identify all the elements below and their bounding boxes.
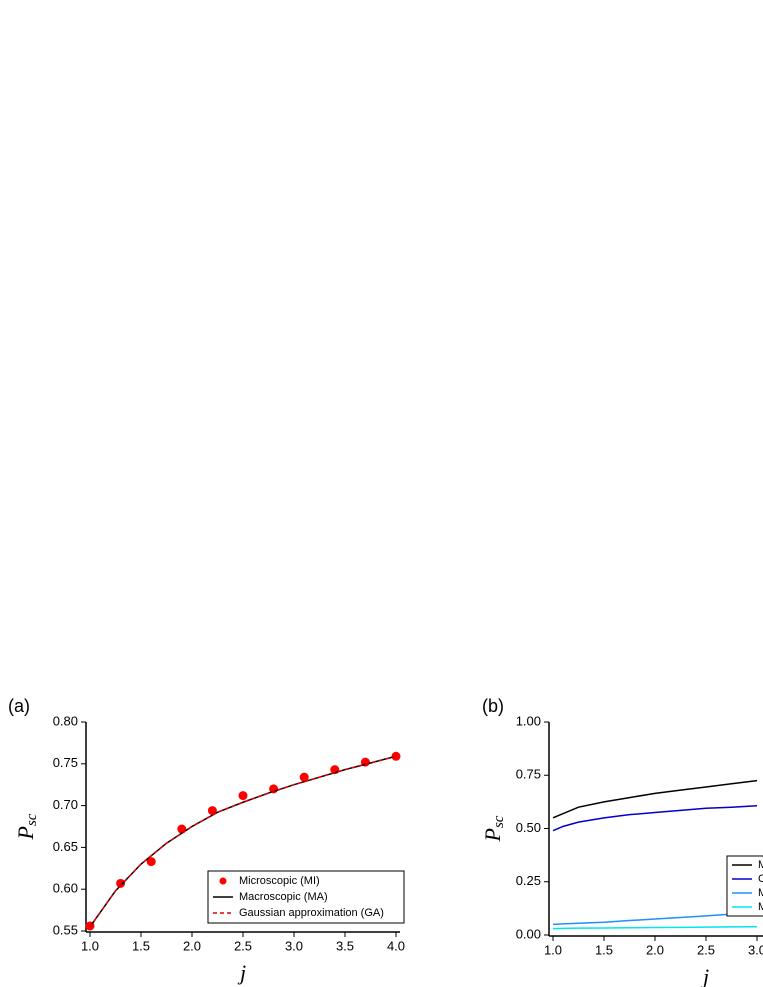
data-line — [552, 779, 758, 819]
x-tick-label: 1.0 — [81, 938, 99, 953]
x-tick-label: 4.0 — [387, 938, 405, 953]
y-axis-label-sub: sc — [24, 813, 40, 826]
x-tick-label: 1.5 — [132, 938, 150, 953]
x-tick-label: 1.0 — [544, 942, 562, 957]
y-axis-label: Psc — [480, 815, 507, 842]
data-point — [146, 857, 156, 867]
panel-label: (a) — [8, 696, 30, 716]
y-axis-label: Psc — [13, 813, 40, 840]
x-tick-label: 3.0 — [748, 942, 763, 957]
x-tick-label: 2.0 — [183, 938, 201, 953]
data-line — [89, 755, 397, 928]
x-tick-label: 2.5 — [234, 938, 252, 953]
x-tick-label: 2.0 — [646, 942, 664, 957]
legend-label: C — [758, 873, 763, 885]
x-tick-label: 2.5 — [697, 942, 715, 957]
y-tick-label: 0.80 — [53, 713, 78, 728]
data-line — [552, 804, 758, 832]
y-tick-label: 0.75 — [53, 755, 78, 770]
legend-label: Microscopic (MI) — [239, 875, 320, 887]
x-tick-label: 3.5 — [336, 938, 354, 953]
x-axis-label: j — [237, 960, 246, 985]
y-tick-label: 0.00 — [516, 926, 541, 941]
y-tick-label: 0.65 — [53, 839, 78, 854]
legend-label: M — [758, 887, 763, 899]
legend-label: Gaussian approximation (GA) — [239, 907, 384, 919]
x-tick-label: 1.5 — [595, 942, 613, 957]
y-tick-label: 0.55 — [53, 922, 78, 937]
y-axis-label-base: P — [13, 826, 38, 840]
legend-box — [207, 870, 405, 924]
data-point — [116, 878, 126, 888]
data-point — [299, 772, 309, 782]
legend-marker — [219, 877, 227, 885]
data-point — [177, 824, 187, 834]
data-line — [552, 925, 758, 930]
legend-label: Macroscopic (MA) — [239, 891, 328, 903]
y-tick-label: 0.25 — [516, 873, 541, 888]
y-axis-label-sub: sc — [491, 815, 507, 828]
data-line — [552, 911, 758, 926]
panel-label: (b) — [482, 696, 504, 716]
data-point — [207, 806, 217, 816]
legend-label: M — [758, 859, 763, 871]
y-axis-label-base: P — [480, 828, 505, 842]
legend-label: M — [758, 901, 763, 913]
y-tick-label: 0.70 — [53, 797, 78, 812]
x-tick-label: 3.0 — [285, 938, 303, 953]
x-axis-label: j — [700, 964, 709, 987]
y-tick-label: 0.60 — [53, 881, 78, 896]
y-tick-label: 1.00 — [516, 713, 541, 728]
y-tick-label: 0.50 — [516, 820, 541, 835]
legend-box — [726, 855, 763, 917]
data-point — [238, 791, 248, 801]
y-tick-label: 0.75 — [516, 767, 541, 782]
